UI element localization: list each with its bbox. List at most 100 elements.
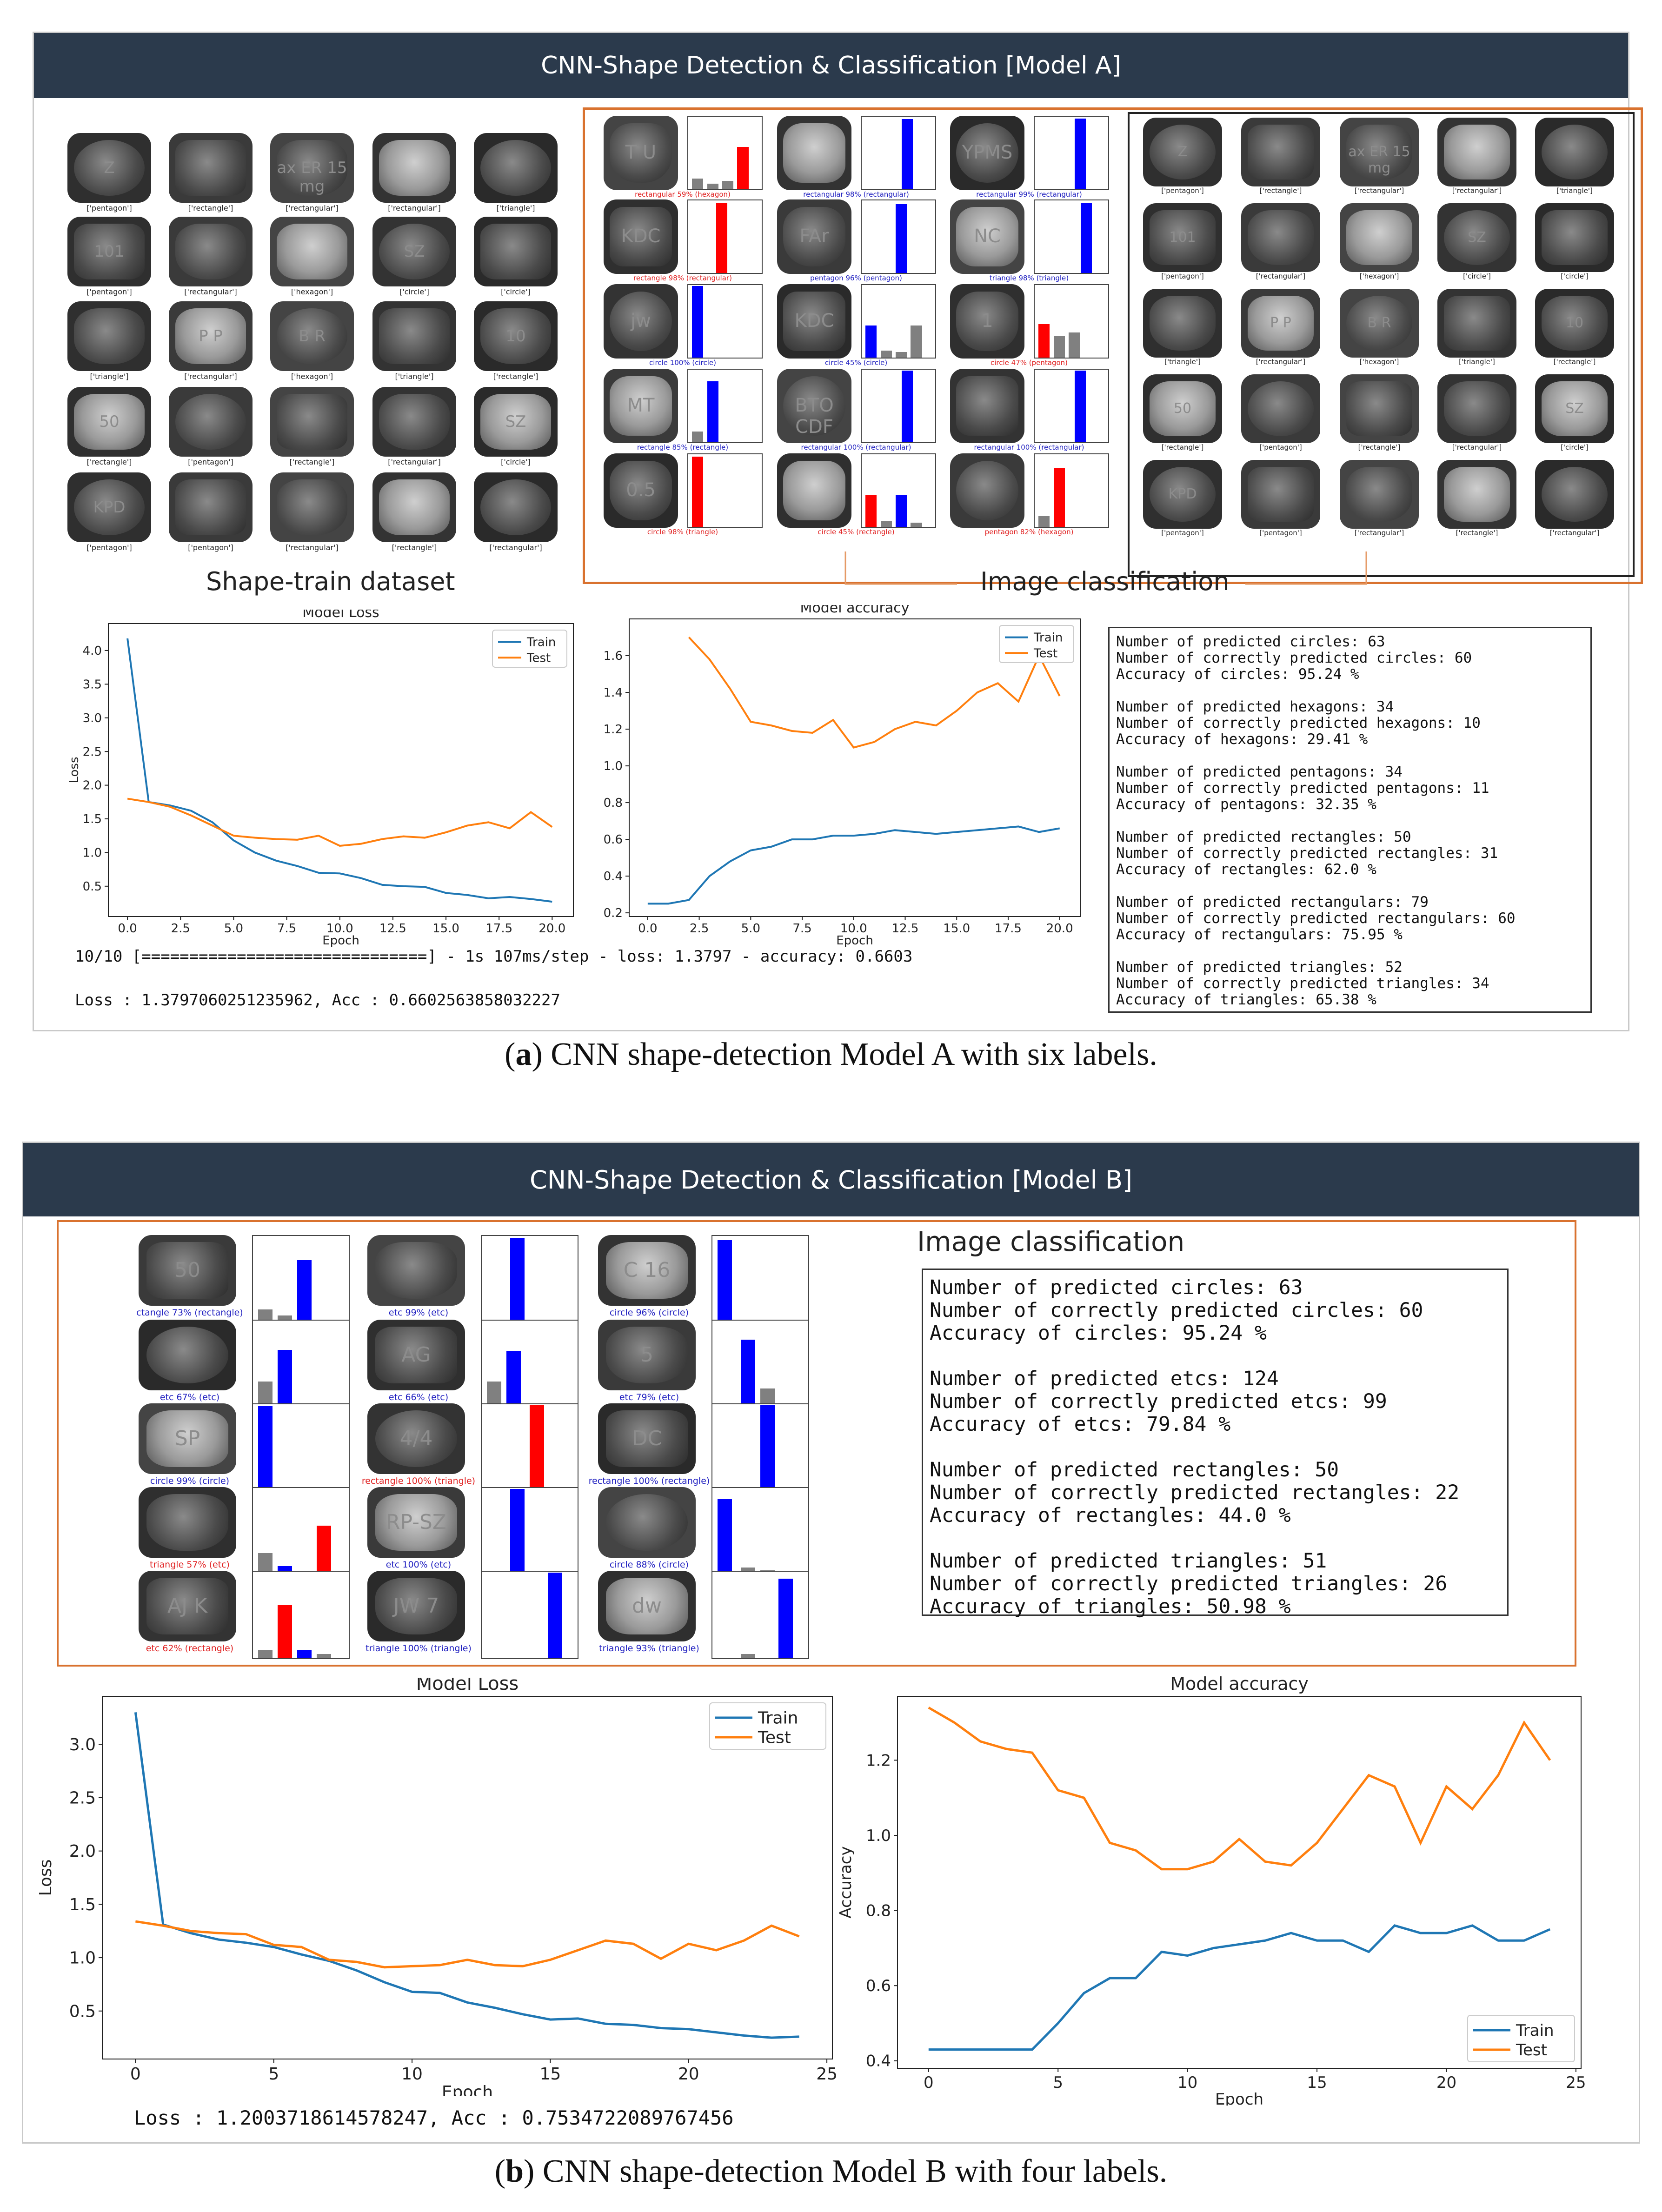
pill-imprint: KDC [794, 310, 834, 332]
probability-bar [297, 1260, 312, 1322]
pill-imprint: 101 [1169, 229, 1196, 246]
y-tick-label: 1.0 [604, 759, 623, 773]
tile-label: ['rectangular'] [184, 287, 237, 296]
pill-image: Z [1143, 118, 1222, 186]
probability-bar [911, 325, 922, 358]
y-tick-label: 1.0 [866, 1827, 891, 1845]
prediction-caption: circle 88% (circle) [609, 1560, 689, 1570]
pill-imprint: B R [1367, 315, 1391, 331]
tile-label: ['triangle'] [395, 372, 434, 381]
pill-image [169, 472, 253, 542]
legend-label: Train [758, 1709, 798, 1728]
probability-bar [1080, 203, 1092, 273]
probability-bar [692, 457, 704, 527]
probability-bars [687, 453, 763, 528]
probability-bar [316, 1526, 331, 1574]
series-line-train [928, 1924, 1551, 2051]
probability-bars [252, 1235, 350, 1323]
tile-label: ['rectangular'] [286, 204, 339, 213]
stat-line: Number of correctly predicted triangles:… [930, 1572, 1448, 1595]
caption-a: (a) CNN shape-detection Model A with six… [505, 1036, 1157, 1072]
x-tick-label: 20.0 [538, 922, 565, 936]
tile-label: ['pentagon'] [1161, 272, 1204, 280]
x-tick-label: 5.0 [224, 922, 243, 936]
pill-imprint: BTO CDF [795, 395, 834, 438]
prediction-caption: pentagon 96% (pentagon) [810, 274, 902, 282]
probability-bars [481, 1320, 578, 1408]
pill-imprint: Z [1177, 144, 1188, 160]
pill-image: KPD [1143, 460, 1222, 529]
pill-image: B R [1340, 289, 1419, 358]
x-tick-label: 2.5 [171, 922, 190, 936]
pill-imprint: KPD [1168, 486, 1197, 502]
prediction-caption: circle 96% (circle) [609, 1308, 689, 1318]
stat-line: Number of predicted circles: 63 [930, 1276, 1303, 1299]
pill-shape [609, 292, 672, 351]
x-tick-label: 10.0 [840, 922, 867, 936]
pill-shape [783, 123, 846, 183]
stat-line: Number of correctly predicted rectangles… [1116, 845, 1498, 862]
stat-line [1116, 683, 1584, 699]
tile-label: ['rectangle'] [1553, 358, 1596, 366]
tile-label: ['circle'] [1561, 443, 1589, 452]
prediction-caption: circle 100% (circle) [649, 359, 716, 367]
probability-bar [880, 521, 892, 527]
pill-shape [1541, 466, 1608, 522]
probability-bar [737, 147, 749, 189]
pill-shape [175, 224, 246, 279]
probability-bar [692, 178, 704, 189]
stat-line [930, 1436, 1501, 1459]
tile-label: ['rectangular'] [1256, 358, 1306, 366]
pill-image [169, 217, 253, 286]
pill-imprint: 10 [1565, 315, 1584, 331]
probability-bar [740, 1654, 756, 1658]
pill-image: SP [139, 1403, 236, 1474]
pill-imprint: 50 [1173, 400, 1192, 417]
classification-label: Image classification [980, 567, 1230, 596]
prediction-caption: rectangular 100% (rectangular) [974, 443, 1084, 452]
model-b-accuracy-chart: Model accuracy 0 5 10 15 20 25 0.4 0.6 0.8 1.0 1.2 E… [837, 1674, 1586, 2106]
pill-image: NC [950, 199, 1024, 274]
y-tick-label: 0.6 [866, 1977, 891, 1995]
pill-shape [956, 123, 1019, 183]
stat-line: Number of predicted rectangles: 50 [930, 1458, 1339, 1481]
probability-bar [510, 1237, 525, 1322]
stat-line: Accuracy of hexagons: 29.41 % [1116, 731, 1368, 748]
stats-text-b: Number of predicted circles: 63 Number of… [930, 1276, 1501, 1618]
pill-imprint: 4/4 [399, 1426, 433, 1450]
probability-bars [711, 1487, 809, 1575]
pill-shape [609, 376, 672, 436]
pill-image: YPMS [950, 116, 1024, 190]
pill-imprint: JW 7 [393, 1594, 439, 1618]
pill-imprint: MT [627, 395, 655, 416]
pill-shape [379, 140, 450, 196]
prediction-caption: circle 45% (circle) [824, 359, 888, 367]
chart-title: Model Loss [416, 1678, 519, 1694]
pill-imprint: FAr [799, 226, 829, 247]
prediction-caption: circle 99% (circle) [150, 1476, 230, 1486]
probability-bar [547, 1573, 563, 1658]
pill-imprint: ax ER 15 mg [1348, 144, 1410, 176]
probability-bar [692, 431, 704, 442]
x-tick-label: 15.0 [943, 922, 970, 936]
pill-image [1535, 118, 1614, 186]
panel-model-b: CNN-Shape Detection & Classification [Mo… [22, 1142, 1640, 2144]
chart-title: Model accuracy [800, 605, 910, 616]
probability-bars [1034, 199, 1109, 274]
probability-bars [711, 1320, 809, 1408]
pill-shape [379, 224, 450, 279]
pill-shape [1149, 466, 1216, 522]
pill-image: 50 [1143, 374, 1222, 443]
pill-image: FAr [777, 199, 851, 274]
pill-shape [1443, 295, 1510, 351]
tile-label: ['rectangle'] [392, 543, 437, 552]
pill-image: 50 [67, 387, 151, 457]
probability-bar [911, 522, 922, 527]
tile-label: ['circle'] [501, 287, 531, 296]
x-tick-label: 20 [678, 2065, 699, 2084]
pill-image [777, 453, 851, 528]
pill-image [598, 1487, 696, 1558]
tile-label: ['circle'] [1463, 272, 1491, 280]
chart-title: Model accuracy [1170, 1674, 1309, 1694]
pill-shape [1541, 381, 1608, 437]
